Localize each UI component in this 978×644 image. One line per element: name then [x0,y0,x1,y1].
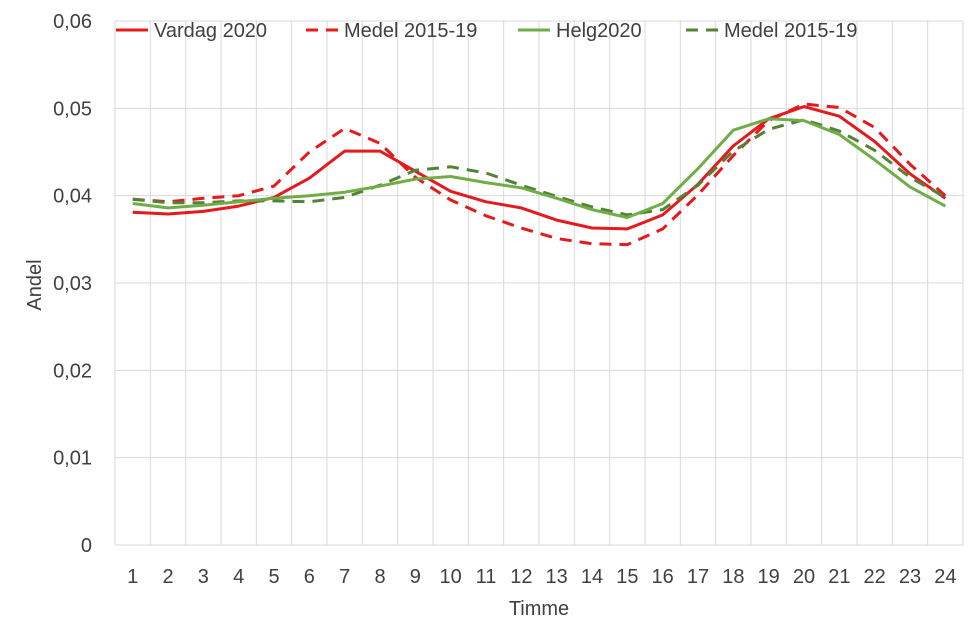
series-line-2 [132,102,947,247]
legend-label: Medel 2015-19 [344,20,477,42]
x-tick-label: 10 [440,566,462,588]
x-tick-label: 15 [616,566,638,588]
x-tick-label: 12 [510,566,532,588]
y-axis-title: Andel [24,259,46,310]
x-tick-label: 18 [722,566,744,588]
legend-label: Medel 2015-19 [724,20,857,42]
x-tick-label: 14 [581,566,603,588]
legend: Vardag 2020 Medel 2015-19 Helg2020 Medel 20… [116,20,857,42]
x-tick-label: 2 [162,566,173,588]
x-tick-label: 16 [652,566,674,588]
x-tick-label: 7 [339,566,350,588]
series-lines [132,102,947,247]
x-tick-label: 20 [793,566,815,588]
y-tick-label: 0,02 [53,360,92,382]
x-tick-label: 8 [374,566,385,588]
x-tick-label: 17 [687,566,709,588]
x-tick-label: 19 [758,566,780,588]
y-tick-label: 0,03 [53,273,92,295]
axes: 00,010,020,030,040,050,061 2 3 4 5 6 7 8 9 10 11 12… [53,11,963,588]
y-tick-label: 0,01 [53,448,92,470]
x-tick-label: 13 [546,566,568,588]
y-tick-label: 0,04 [53,186,92,208]
x-tick-label: 4 [233,566,244,588]
gridlines [114,20,964,546]
x-tick-label: 1 [127,566,138,588]
x-tick-label: 5 [268,566,279,588]
y-tick-label: 0,05 [53,98,92,120]
x-tick-label: 23 [899,566,921,588]
series-line-3 [132,117,947,219]
legend-label: Vardag 2020 [154,20,267,42]
y-tick-label: 0 [81,535,92,557]
x-tick-label: 21 [828,566,850,588]
x-tick-label: 24 [934,566,956,588]
y-tick-label: 0,06 [53,11,92,33]
x-tick-label: 3 [198,566,209,588]
x-tick-label: 9 [410,566,421,588]
legend-label: Helg2020 [556,20,642,42]
x-tick-label: 6 [304,566,315,588]
x-axis-title: Timme [509,598,569,620]
x-tick-label: 11 [476,566,497,588]
x-tick-label: 22 [864,566,886,588]
